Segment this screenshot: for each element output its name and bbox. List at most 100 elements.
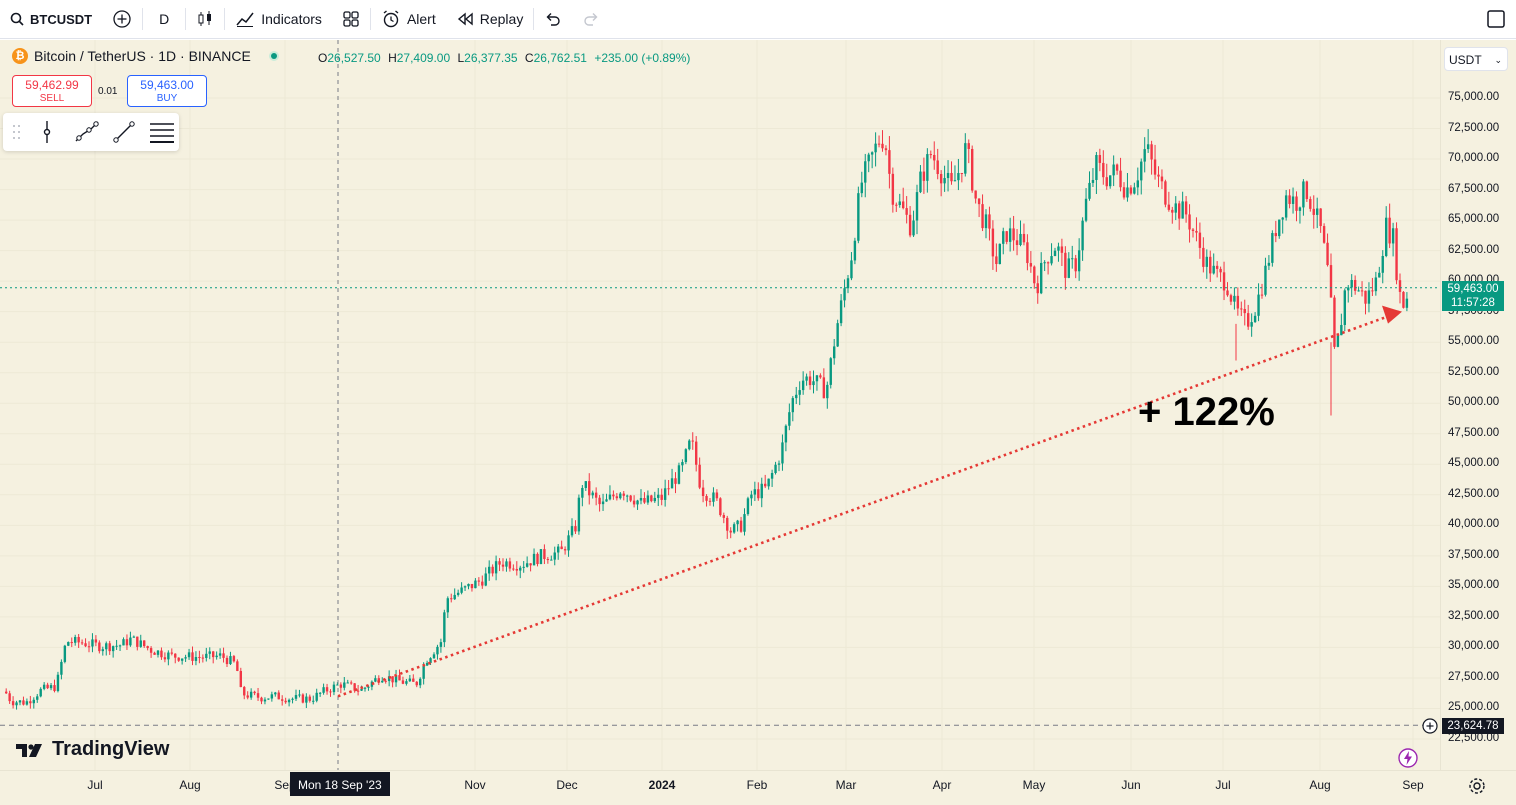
price-axis[interactable] — [1440, 40, 1516, 770]
candle-body — [1271, 233, 1274, 263]
candle-body — [1260, 294, 1264, 296]
candle-body — [1084, 198, 1088, 221]
candle-body — [1181, 201, 1184, 219]
candle-body — [505, 561, 508, 567]
candle-body — [287, 699, 291, 703]
settings-gear-icon[interactable] — [1468, 777, 1486, 795]
candle-body — [80, 642, 84, 644]
fullscreen-button[interactable] — [1476, 0, 1516, 38]
buy-button[interactable]: 59,463.00 BUY — [127, 75, 207, 107]
candle-body — [960, 173, 964, 175]
candle-body — [1395, 228, 1398, 281]
candle-body — [843, 288, 846, 301]
candle-body — [1067, 258, 1070, 278]
chart-type-button[interactable] — [186, 0, 224, 38]
candle-body — [632, 500, 636, 505]
last-price-badge: 59,463.00 11:57:28 — [1442, 281, 1504, 311]
price-chart[interactable] — [0, 40, 1440, 770]
candle-body — [850, 260, 853, 279]
currency-label: USDT — [1449, 53, 1482, 67]
candle-body — [557, 546, 560, 553]
candle-body — [1222, 272, 1226, 291]
candle-body — [1233, 295, 1236, 302]
line-style-tool-icon[interactable] — [150, 123, 174, 143]
candle-body — [284, 700, 287, 703]
candle-body — [626, 495, 629, 497]
candle-body — [1008, 228, 1012, 242]
compare-button[interactable] — [102, 0, 142, 38]
price-tick-label: 40,000.00 — [1448, 518, 1500, 531]
candle-body — [1350, 279, 1353, 288]
layouts-button[interactable] — [332, 0, 370, 38]
legend-title[interactable]: Bitcoin / TetherUS · 1D · BINANCE — [34, 48, 251, 64]
candle-body — [1171, 209, 1174, 213]
candle-body — [619, 493, 622, 499]
candle-body — [1012, 228, 1015, 241]
candle-body — [612, 494, 615, 497]
lightning-icon[interactable] — [1397, 747, 1419, 769]
candle-body — [477, 580, 481, 582]
undo-button[interactable] — [534, 0, 572, 38]
percent-gain-annotation[interactable]: + 122% — [1138, 390, 1275, 434]
drag-handle-icon[interactable] — [13, 125, 20, 139]
price-tick-label: 72,500.00 — [1448, 121, 1500, 134]
candle-body — [412, 678, 415, 682]
candle-body — [84, 643, 87, 647]
sell-button[interactable]: 59,462.99 SELL — [12, 75, 92, 107]
candle-body — [1357, 290, 1360, 292]
indicators-label: Indicators — [261, 11, 322, 27]
candle-body — [1398, 280, 1402, 292]
price-tick-label: 67,500.00 — [1448, 182, 1500, 195]
candle-body — [501, 564, 505, 567]
add-alert-plus-icon[interactable] — [1421, 717, 1439, 735]
chart-pane[interactable] — [0, 40, 1516, 804]
trend-line-tool-icon[interactable] — [113, 121, 135, 143]
candle-body — [1112, 164, 1115, 176]
candle-body — [1385, 217, 1388, 256]
candle-body — [674, 478, 677, 484]
candle-body — [1184, 201, 1188, 215]
currency-select[interactable]: USDT ⌄ — [1444, 47, 1508, 71]
time-tick-label: Aug — [1309, 778, 1331, 792]
high-label: H — [388, 51, 397, 65]
candle-body — [605, 499, 608, 502]
candle-body — [515, 568, 518, 571]
tradingview-logo[interactable]: TradingView — [16, 738, 169, 761]
redo-button[interactable] — [572, 0, 610, 38]
candle-body — [415, 681, 418, 686]
path-tool-icon[interactable] — [75, 121, 99, 142]
change-value: +235.00 (+0.89%) — [594, 51, 691, 65]
candle-body — [1071, 258, 1074, 260]
candle-body — [494, 561, 498, 574]
time-axis[interactable] — [0, 770, 1516, 805]
interval-label: D — [159, 11, 170, 27]
candle-body — [1215, 265, 1219, 269]
candle-body — [325, 687, 329, 692]
indicators-button[interactable]: Indicators — [225, 0, 332, 38]
candle-body — [1253, 315, 1257, 323]
candle-body — [249, 691, 253, 698]
candle-body — [1274, 233, 1277, 237]
candle-body — [629, 495, 632, 501]
symbol-search[interactable]: BTCUSDT — [0, 0, 102, 38]
candle-body — [764, 483, 767, 487]
candle-body — [294, 695, 298, 699]
candle-body — [91, 639, 94, 647]
add-symbol-icon — [113, 10, 131, 28]
candle-body — [5, 691, 8, 694]
replay-button[interactable]: Replay — [446, 0, 534, 38]
candle-body — [543, 549, 546, 560]
candle-body — [101, 649, 104, 652]
candle-body — [1364, 290, 1367, 304]
candle-body — [591, 492, 594, 496]
candle-body — [356, 690, 360, 692]
candle-body — [1250, 322, 1253, 327]
vertical-line-tool-icon[interactable] — [43, 121, 51, 143]
candle-body — [167, 652, 170, 660]
interval-button[interactable]: D — [143, 0, 185, 38]
crosshair-time-badge: Mon 18 Sep '23 — [290, 772, 390, 796]
candle-body — [350, 682, 353, 684]
alert-button[interactable]: Alert — [371, 0, 446, 38]
time-tick-label: Nov — [464, 778, 486, 792]
candle-body — [1129, 187, 1133, 194]
